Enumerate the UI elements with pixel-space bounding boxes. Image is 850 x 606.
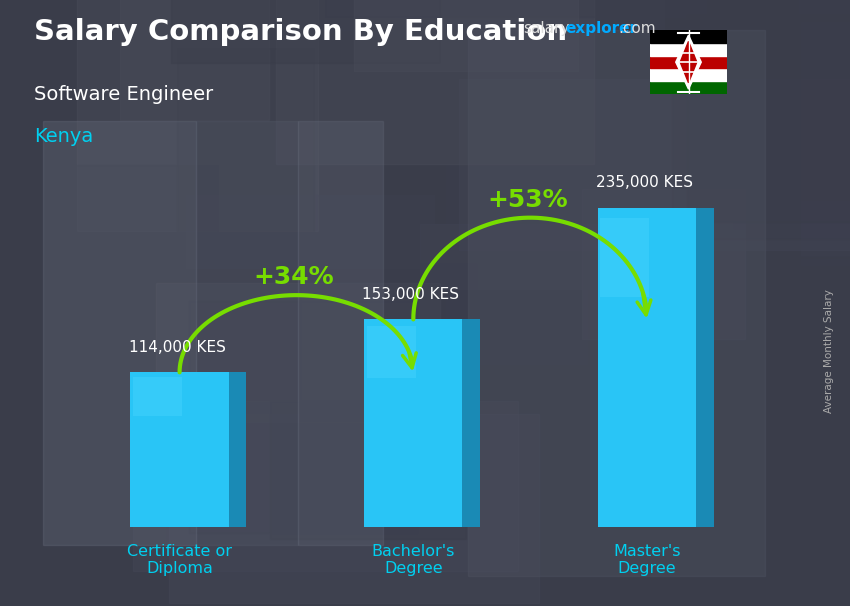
Text: 153,000 KES: 153,000 KES [362,287,460,302]
Bar [598,208,696,527]
Bar [366,325,416,378]
Bar [650,68,727,81]
Text: Software Engineer: Software Engineer [34,85,213,104]
Text: salary: salary [523,21,570,36]
Text: Salary Comparison By Education: Salary Comparison By Education [34,18,567,46]
Polygon shape [680,41,697,83]
Bar [364,319,462,527]
Text: Kenya: Kenya [34,127,94,146]
Bar [650,56,727,68]
Bar [600,218,649,298]
Text: explorer: explorer [565,21,638,36]
Text: +34%: +34% [254,265,334,289]
Polygon shape [696,208,714,527]
Bar [650,30,727,43]
Polygon shape [229,372,246,527]
Polygon shape [462,319,480,527]
Text: 235,000 KES: 235,000 KES [596,175,694,190]
Bar [650,81,727,94]
Text: Average Monthly Salary: Average Monthly Salary [824,290,834,413]
Polygon shape [676,35,701,89]
Text: .com: .com [619,21,656,36]
Text: 114,000 KES: 114,000 KES [129,339,225,355]
Bar [133,377,182,416]
Bar [130,372,229,527]
Text: +53%: +53% [488,188,568,211]
Bar [650,43,727,56]
